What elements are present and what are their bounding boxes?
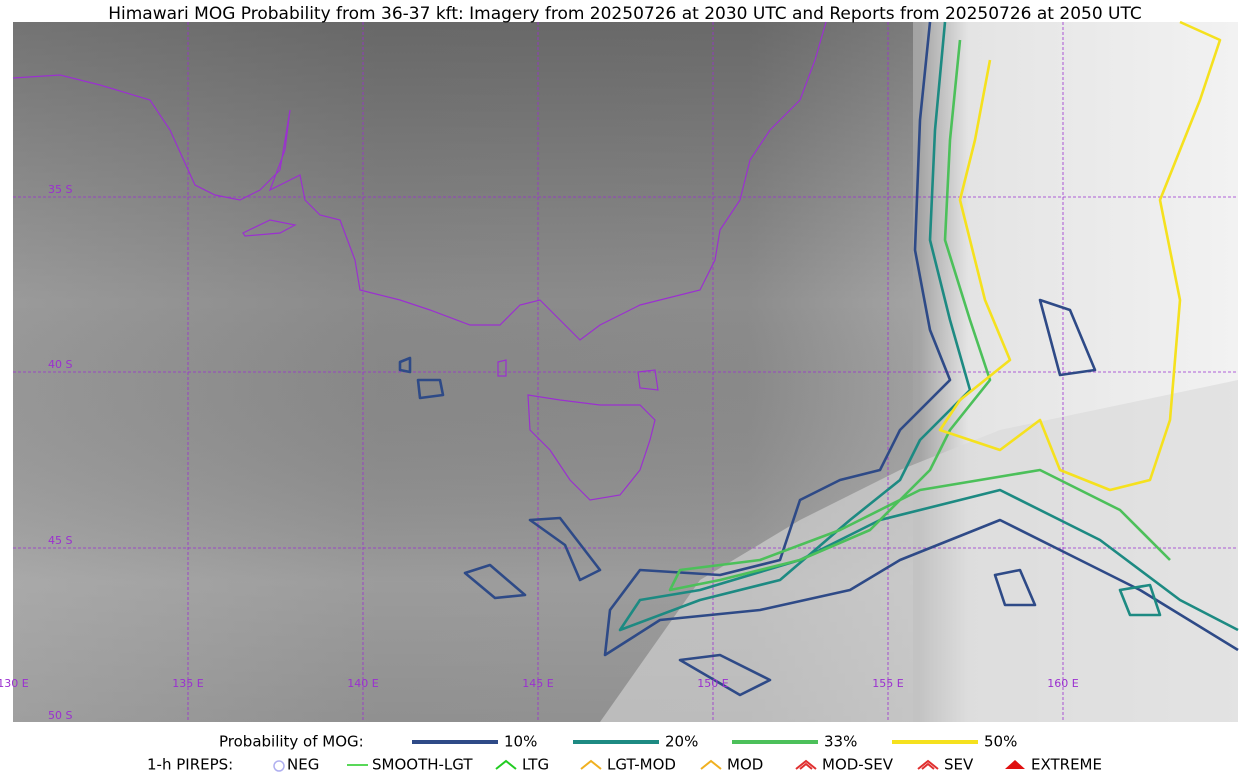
lon-label: 135 E — [172, 677, 203, 690]
contours — [398, 20, 1239, 697]
legend-label: NEG — [287, 756, 319, 774]
legend-icon — [700, 759, 722, 770]
legend-icon — [795, 759, 817, 770]
lat-label: 50 S — [48, 709, 72, 722]
legend-label: EXTREME — [1031, 756, 1102, 774]
lon-label: 145 E — [522, 677, 553, 690]
legend-label: MOD — [727, 756, 763, 774]
legend-label: SMOOTH-LGT — [372, 756, 473, 774]
lat-label: 35 S — [48, 183, 72, 196]
legend-icon — [1005, 760, 1025, 769]
lon-label: 150 E — [697, 677, 728, 690]
legend-title: Probability of MOG: — [219, 733, 364, 751]
lon-label: 140 E — [347, 677, 378, 690]
legend-icon — [917, 759, 939, 770]
lon-label: 130 E — [0, 677, 29, 690]
title: Himawari MOG Probability from 36-37 kft:… — [108, 4, 1142, 24]
legend-icon — [273, 760, 285, 772]
legend-label: 10% — [504, 733, 537, 751]
legend-label: LTG — [522, 756, 549, 774]
lon-label: 160 E — [1047, 677, 1078, 690]
lon-label: 155 E — [872, 677, 903, 690]
legend-label: SEV — [944, 756, 974, 774]
legend-label: 50% — [984, 733, 1017, 751]
legend: Probability of MOG: 1-h PIREPS: 10% 20% 33… — [147, 733, 1102, 774]
grid-labels: 35 S 40 S 45 S 50 S 130 E 135 E 140 E 145 E 150 … — [0, 183, 1079, 722]
map — [12, 20, 1239, 722]
lat-label: 40 S — [48, 358, 72, 371]
lat-label: 45 S — [48, 534, 72, 547]
legend-label: MOD-SEV — [822, 756, 894, 774]
graticule — [13, 22, 1238, 722]
coastline — [12, 21, 827, 501]
legend-label: 20% — [665, 733, 698, 751]
legend-label: 33% — [824, 733, 857, 751]
legend-label: LGT-MOD — [607, 756, 676, 774]
legend-icon — [495, 759, 517, 770]
legend-icon — [580, 759, 602, 770]
legend-title: 1-h PIREPS: — [147, 756, 233, 774]
